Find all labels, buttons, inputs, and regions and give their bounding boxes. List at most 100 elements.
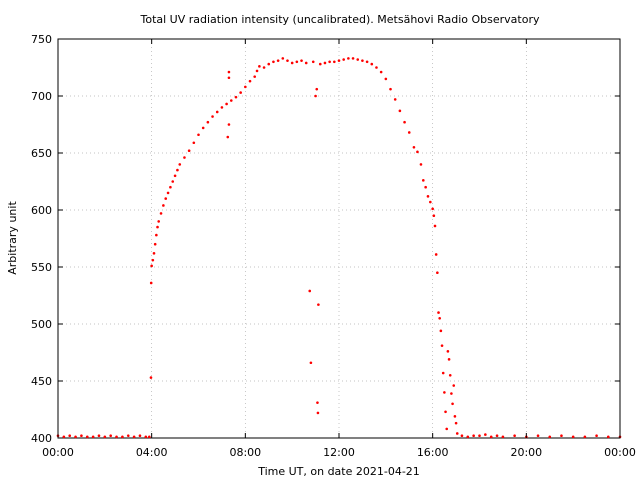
data-point <box>226 135 230 139</box>
data-point <box>150 264 153 268</box>
data-point <box>571 435 575 439</box>
data-point <box>478 434 481 438</box>
data-point <box>149 281 153 285</box>
data-point <box>318 62 322 66</box>
y-tick-label: 600 <box>31 204 52 217</box>
data-point <box>419 163 423 166</box>
data-point <box>460 434 464 438</box>
data-point <box>315 87 319 91</box>
data-point <box>109 434 112 438</box>
data-point <box>342 58 345 61</box>
data-point <box>323 61 327 65</box>
data-point <box>272 60 275 64</box>
data-point <box>317 303 320 306</box>
data-point <box>433 224 437 228</box>
data-points <box>56 57 622 439</box>
data-point <box>308 289 312 293</box>
data-point <box>187 149 191 153</box>
data-point <box>148 435 151 439</box>
data-point <box>85 435 89 439</box>
data-point <box>560 434 563 438</box>
data-point <box>426 195 430 198</box>
y-tick-label: 550 <box>31 261 52 274</box>
data-point <box>300 59 303 62</box>
data-point <box>159 212 163 215</box>
data-point <box>91 435 95 439</box>
x-axis-label: Time UT, on date 2021-04-21 <box>257 465 420 478</box>
data-point <box>173 174 177 178</box>
grid-lines <box>58 39 620 438</box>
data-point <box>440 344 444 347</box>
data-point <box>450 392 453 395</box>
data-point <box>379 70 383 74</box>
data-point <box>192 141 196 145</box>
y-tick-label: 500 <box>31 318 52 331</box>
data-point <box>197 133 200 137</box>
data-point <box>115 435 118 439</box>
data-point <box>258 65 261 68</box>
data-point <box>489 435 493 439</box>
data-point <box>149 376 153 379</box>
data-point <box>466 435 470 439</box>
data-point <box>255 69 259 73</box>
data-point <box>276 59 280 62</box>
data-point <box>176 168 179 172</box>
data-point <box>432 214 436 217</box>
data-point <box>121 435 124 439</box>
data-point <box>407 131 411 134</box>
data-point <box>220 106 224 109</box>
x-axis-ticks: 00:00 04:00 08:00 12:00 16:00 20:00 00:00 <box>42 39 636 459</box>
data-point <box>451 402 454 406</box>
data-point <box>447 358 451 361</box>
data-point <box>448 374 452 377</box>
data-point <box>356 58 360 61</box>
data-point <box>431 207 434 211</box>
data-point <box>286 59 289 62</box>
data-point <box>454 421 458 425</box>
data-point <box>446 350 450 353</box>
data-point <box>126 434 130 438</box>
data-point <box>472 434 475 438</box>
data-point <box>337 59 341 62</box>
data-point <box>62 435 66 439</box>
data-point <box>370 62 374 66</box>
data-point <box>144 435 148 439</box>
data-point <box>583 435 587 439</box>
y-tick-label: 750 <box>31 33 52 46</box>
x-tick-label: 12:00 <box>323 446 355 459</box>
data-point <box>234 95 238 99</box>
x-tick-label: 04:00 <box>136 446 168 459</box>
data-point <box>398 109 402 113</box>
data-point <box>445 427 449 431</box>
data-point <box>536 434 540 438</box>
data-point <box>178 163 182 166</box>
data-point <box>422 179 425 182</box>
data-point <box>304 61 308 65</box>
data-point <box>393 98 397 101</box>
data-point <box>156 225 159 229</box>
data-point <box>424 185 427 189</box>
data-point <box>438 317 441 320</box>
x-tick-label: 08:00 <box>229 446 261 459</box>
data-point <box>444 410 447 414</box>
data-point <box>416 150 419 154</box>
data-point <box>68 434 72 438</box>
plot-frame <box>57 38 621 439</box>
data-point <box>164 197 168 200</box>
data-point <box>495 434 499 438</box>
data-point <box>484 433 487 436</box>
data-point <box>211 115 214 118</box>
data-point <box>333 60 336 64</box>
data-point <box>311 60 315 64</box>
data-point <box>229 99 233 102</box>
data-point <box>384 77 388 81</box>
data-point <box>309 361 313 365</box>
data-point <box>436 271 439 275</box>
data-point <box>316 401 319 404</box>
data-point <box>347 57 350 60</box>
data-point <box>290 61 294 65</box>
data-point <box>361 59 364 62</box>
data-point <box>455 432 459 435</box>
x-tick-label: 00:00 <box>42 446 74 459</box>
